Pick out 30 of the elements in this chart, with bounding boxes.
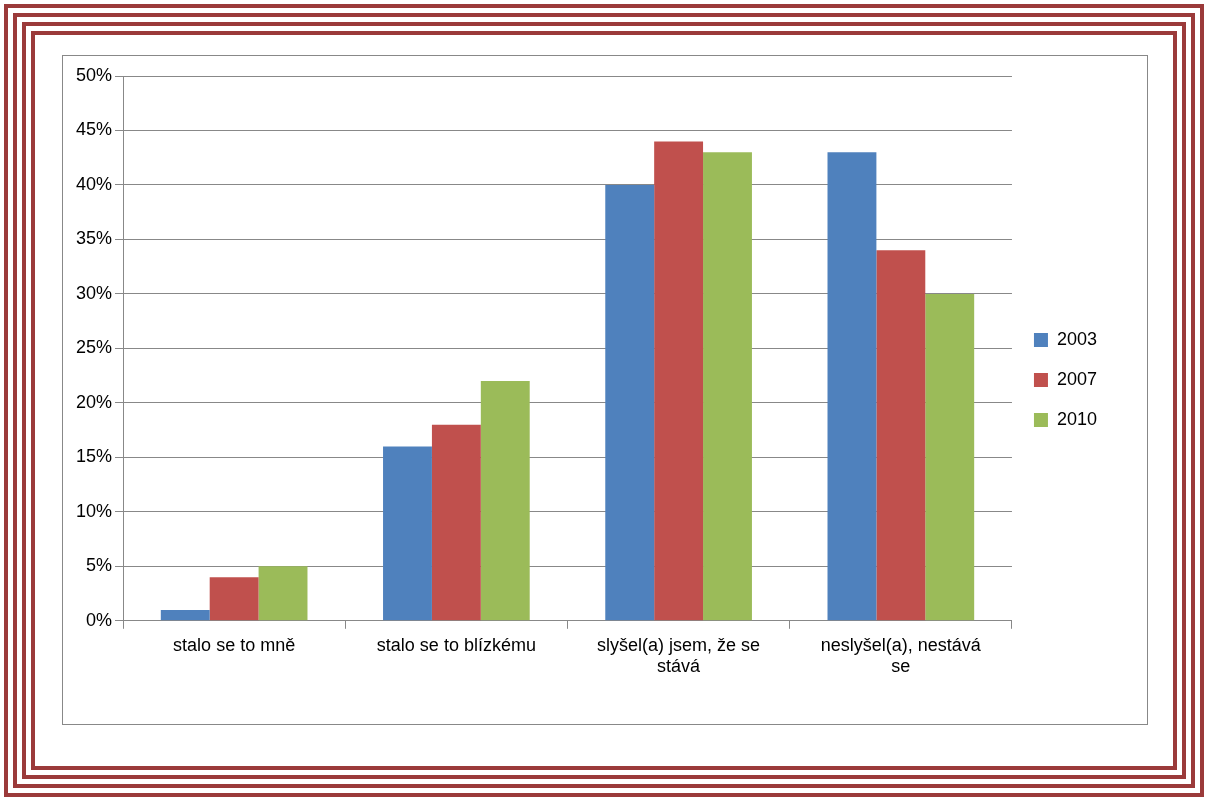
- x-tick-label: slyšel(a) jsem, že se stává: [597, 634, 761, 677]
- y-tick-label: 45%: [76, 119, 113, 140]
- y-tick-label: 5%: [86, 555, 113, 576]
- x-tick-label: stalo se to mně: [173, 634, 296, 655]
- y-tick-label: 40%: [76, 173, 113, 194]
- bar: [480, 381, 530, 621]
- bar: [605, 184, 655, 621]
- y-tick-label: 20%: [76, 391, 113, 412]
- bar: [258, 566, 308, 621]
- x-tick-label: stalo se to blízkému: [376, 634, 536, 655]
- bar: [209, 577, 259, 621]
- y-tick-label: 50%: [76, 64, 113, 85]
- bar: [876, 250, 926, 621]
- y-tick-label: 30%: [76, 282, 113, 303]
- legend-label: 2007: [1056, 368, 1097, 389]
- y-tick-label: 0%: [86, 609, 113, 630]
- bar: [654, 141, 704, 621]
- bar: [431, 424, 481, 621]
- y-tick-label: 15%: [76, 446, 113, 467]
- x-tick-label: neslyšel(a), nestává se: [820, 634, 982, 677]
- bar: [827, 152, 877, 621]
- y-tick-label: 35%: [76, 228, 113, 249]
- y-tick-label: 25%: [76, 337, 113, 358]
- bar: [703, 152, 752, 621]
- bar: [925, 293, 975, 621]
- legend-label: 2010: [1056, 408, 1097, 429]
- bar: [160, 609, 210, 621]
- bar: [383, 446, 432, 621]
- legend-label: 2003: [1056, 328, 1097, 349]
- y-tick-label: 10%: [76, 500, 113, 521]
